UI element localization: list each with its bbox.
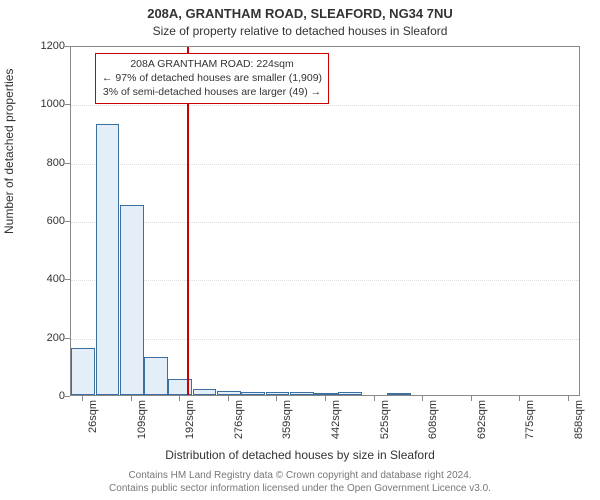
x-tick-label: 692sqm xyxy=(476,400,488,450)
x-tick-label: 442sqm xyxy=(330,400,342,450)
histogram-bar xyxy=(314,393,338,395)
x-tick-mark xyxy=(276,396,277,401)
x-tick-label: 608sqm xyxy=(427,400,439,450)
histogram-bar xyxy=(144,357,168,395)
histogram-bar xyxy=(120,205,144,395)
y-tick-label: 400 xyxy=(5,273,65,285)
histogram-bar xyxy=(168,379,192,395)
histogram-bar xyxy=(71,348,95,395)
x-tick-label: 775sqm xyxy=(524,400,536,450)
histogram-bar xyxy=(193,389,217,395)
footer-line-2: Contains public sector information licen… xyxy=(109,483,491,494)
histogram-bar xyxy=(338,392,362,396)
x-tick-mark xyxy=(325,396,326,401)
x-tick-mark xyxy=(374,396,375,401)
gridline xyxy=(71,164,579,165)
x-axis-title: Distribution of detached houses by size … xyxy=(0,448,600,462)
x-tick-mark xyxy=(568,396,569,401)
footer-attribution: Contains HM Land Registry data © Crown c… xyxy=(0,470,600,495)
page-subtitle: Size of property relative to detached ho… xyxy=(0,24,600,38)
gridline xyxy=(71,105,579,106)
x-tick-label: 525sqm xyxy=(379,400,391,450)
y-tick-label: 0 xyxy=(5,390,65,402)
histogram-bar xyxy=(266,392,290,396)
x-tick-label: 858sqm xyxy=(573,400,585,450)
annotation-title: 208A GRANTHAM ROAD: 224sqm xyxy=(130,58,293,70)
x-tick-mark xyxy=(82,396,83,401)
page-title: 208A, GRANTHAM ROAD, SLEAFORD, NG34 7NU xyxy=(0,6,600,21)
annotation-line-2: 3% of semi-detached houses are larger (4… xyxy=(103,86,321,98)
y-tick-mark xyxy=(65,396,70,397)
x-tick-label: 192sqm xyxy=(184,400,196,450)
histogram-bar xyxy=(96,124,120,395)
chart-container: 208A, GRANTHAM ROAD, SLEAFORD, NG34 7NU … xyxy=(0,0,600,500)
gridline xyxy=(71,280,579,281)
x-tick-mark xyxy=(179,396,180,401)
x-tick-label: 359sqm xyxy=(281,400,293,450)
x-tick-label: 26sqm xyxy=(87,400,99,450)
annotation-line-1: ← 97% of detached houses are smaller (1,… xyxy=(102,72,322,84)
annotation-box: 208A GRANTHAM ROAD: 224sqm ← 97% of detac… xyxy=(95,53,329,104)
x-tick-label: 276sqm xyxy=(233,400,245,450)
x-tick-mark xyxy=(131,396,132,401)
y-tick-mark xyxy=(65,46,70,47)
x-tick-mark xyxy=(228,396,229,401)
x-tick-mark xyxy=(471,396,472,401)
plot-area: 208A GRANTHAM ROAD: 224sqm ← 97% of detac… xyxy=(70,46,580,396)
x-tick-mark xyxy=(519,396,520,401)
y-tick-label: 600 xyxy=(5,215,65,227)
gridline xyxy=(71,339,579,340)
y-tick-label: 200 xyxy=(5,332,65,344)
y-tick-label: 1000 xyxy=(5,98,65,110)
gridline xyxy=(71,222,579,223)
x-tick-mark xyxy=(422,396,423,401)
histogram-bar xyxy=(387,393,411,395)
y-tick-mark xyxy=(65,221,70,222)
histogram-bar xyxy=(241,392,265,396)
histogram-bar xyxy=(217,391,241,395)
histogram-bar xyxy=(290,392,314,395)
y-tick-mark xyxy=(65,163,70,164)
footer-line-1: Contains HM Land Registry data © Crown c… xyxy=(128,470,471,481)
y-tick-label: 800 xyxy=(5,157,65,169)
y-tick-mark xyxy=(65,104,70,105)
y-tick-label: 1200 xyxy=(5,40,65,52)
y-tick-mark xyxy=(65,338,70,339)
x-tick-label: 109sqm xyxy=(136,400,148,450)
y-tick-mark xyxy=(65,279,70,280)
